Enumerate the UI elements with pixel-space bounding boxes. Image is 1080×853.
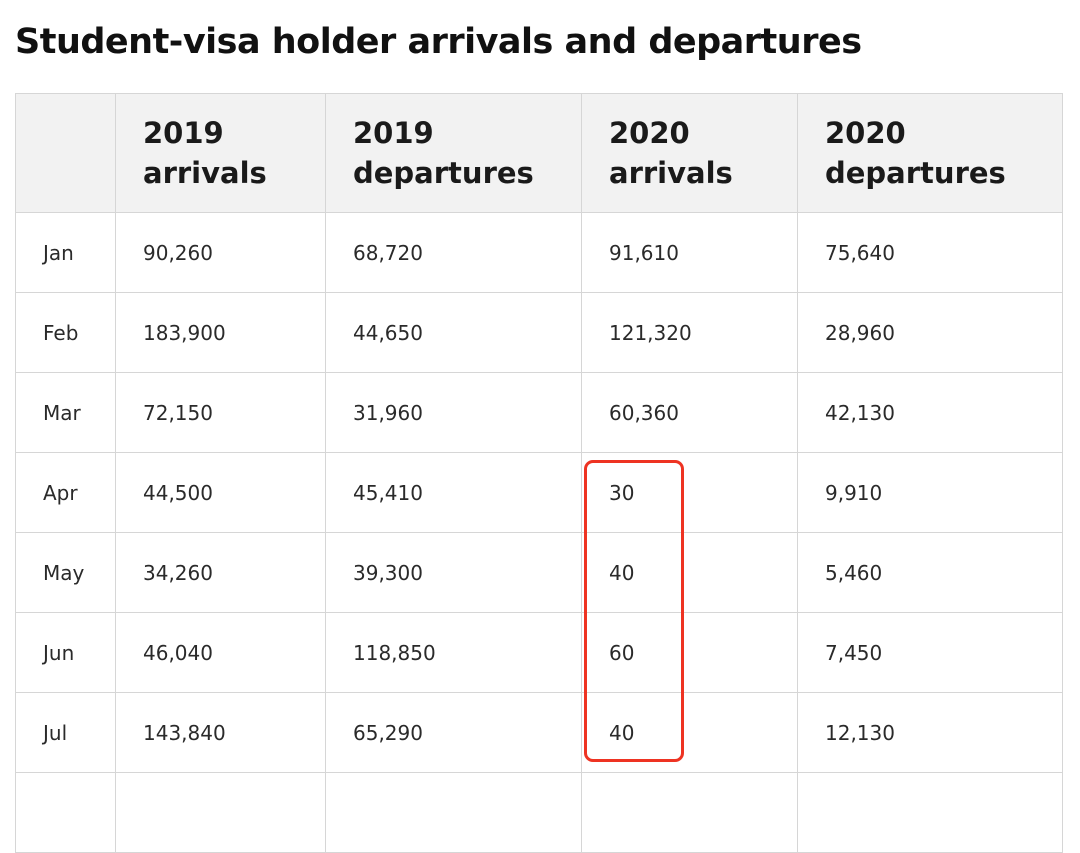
table-row: May 34,260 39,300 40 5,460 — [15, 532, 1063, 613]
cell-2019-arrivals: 46,040 — [115, 612, 326, 693]
column-header-year: 2019 — [353, 116, 434, 150]
arrivals-departures-table: 2019 arrivals 2019 departures 2020 arriv… — [15, 93, 1063, 853]
month-cell — [15, 772, 116, 853]
cell-2020-departures — [797, 772, 1063, 853]
cell-2019-arrivals: 183,900 — [115, 292, 326, 373]
column-header-2020-departures: 2020 departures — [797, 93, 1063, 213]
cell-2020-arrivals: 40 — [581, 532, 798, 613]
cell-2019-departures: 65,290 — [325, 692, 582, 773]
cell-2020-arrivals: 91,610 — [581, 212, 798, 293]
month-cell: Jan — [15, 212, 116, 293]
cell-2019-arrivals: 90,260 — [115, 212, 326, 293]
column-header-year: 2019 — [143, 116, 224, 150]
table-row: Jul 143,840 65,290 40 12,130 — [15, 692, 1063, 773]
column-header-2019-departures: 2019 departures — [325, 93, 582, 213]
cell-2019-arrivals: 143,840 — [115, 692, 326, 773]
table-row: Mar 72,150 31,960 60,360 42,130 — [15, 372, 1063, 453]
cell-2020-arrivals: 121,320 — [581, 292, 798, 373]
cell-2020-arrivals: 30 — [581, 452, 798, 533]
cell-2020-arrivals: 60 — [581, 612, 798, 693]
cell-2019-arrivals — [115, 772, 326, 853]
column-header-label: arrivals — [609, 156, 733, 190]
cell-2019-departures: 31,960 — [325, 372, 582, 453]
cell-2019-departures: 44,650 — [325, 292, 582, 373]
table-row: Jun 46,040 118,850 60 7,450 — [15, 612, 1063, 693]
cell-2020-arrivals: 60,360 — [581, 372, 798, 453]
cell-2019-arrivals: 34,260 — [115, 532, 326, 613]
table-header-row: 2019 arrivals 2019 departures 2020 arriv… — [15, 93, 1063, 213]
column-header-2019-arrivals: 2019 arrivals — [115, 93, 326, 213]
cell-2020-arrivals — [581, 772, 798, 853]
month-cell: May — [15, 532, 116, 613]
column-header-label: departures — [825, 156, 1006, 190]
cell-2019-departures: 68,720 — [325, 212, 582, 293]
column-header-month — [15, 93, 116, 213]
month-cell: Apr — [15, 452, 116, 533]
month-cell: Jun — [15, 612, 116, 693]
cell-2020-departures: 12,130 — [797, 692, 1063, 773]
cell-2019-departures — [325, 772, 582, 853]
cell-2020-departures: 42,130 — [797, 372, 1063, 453]
table-row: Jan 90,260 68,720 91,610 75,640 — [15, 212, 1063, 293]
column-header-year: 2020 — [825, 116, 906, 150]
table-row-partial — [15, 772, 1063, 853]
cell-2020-departures: 75,640 — [797, 212, 1063, 293]
column-header-label: departures — [353, 156, 534, 190]
cell-2020-arrivals: 40 — [581, 692, 798, 773]
cell-2020-departures: 7,450 — [797, 612, 1063, 693]
month-cell: Feb — [15, 292, 116, 373]
table-row: Apr 44,500 45,410 30 9,910 — [15, 452, 1063, 533]
cell-2019-departures: 45,410 — [325, 452, 582, 533]
cell-2019-departures: 39,300 — [325, 532, 582, 613]
cell-2019-arrivals: 44,500 — [115, 452, 326, 533]
column-header-label: arrivals — [143, 156, 267, 190]
cell-2020-departures: 28,960 — [797, 292, 1063, 373]
month-cell: Jul — [15, 692, 116, 773]
cell-2019-departures: 118,850 — [325, 612, 582, 693]
column-header-year: 2020 — [609, 116, 690, 150]
cell-2019-arrivals: 72,150 — [115, 372, 326, 453]
page-title: Student-visa holder arrivals and departu… — [15, 22, 862, 62]
cell-2020-departures: 5,460 — [797, 532, 1063, 613]
cell-2020-departures: 9,910 — [797, 452, 1063, 533]
month-cell: Mar — [15, 372, 116, 453]
column-header-2020-arrivals: 2020 arrivals — [581, 93, 798, 213]
table-row: Feb 183,900 44,650 121,320 28,960 — [15, 292, 1063, 373]
